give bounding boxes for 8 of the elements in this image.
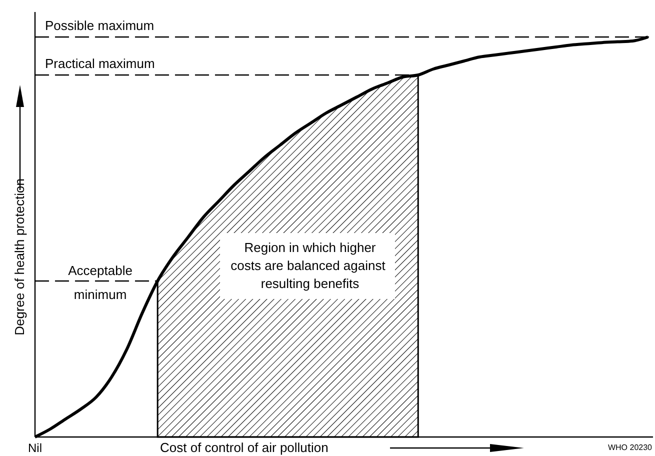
y-axis-title: Degree of health protection: [12, 178, 27, 336]
x-axis-title: Cost of control of air pollution: [160, 440, 328, 455]
text: WHO 20230: [608, 443, 653, 452]
text: Nil: [28, 441, 42, 455]
annotation: Region in which higher costs are balanced against resulting benefits: [230, 240, 386, 291]
ref-line-label: Practical maximum: [45, 56, 155, 71]
ref-line-label: Acceptable minimum: [68, 263, 132, 302]
ref-line-label: Possible maximum: [45, 18, 154, 33]
